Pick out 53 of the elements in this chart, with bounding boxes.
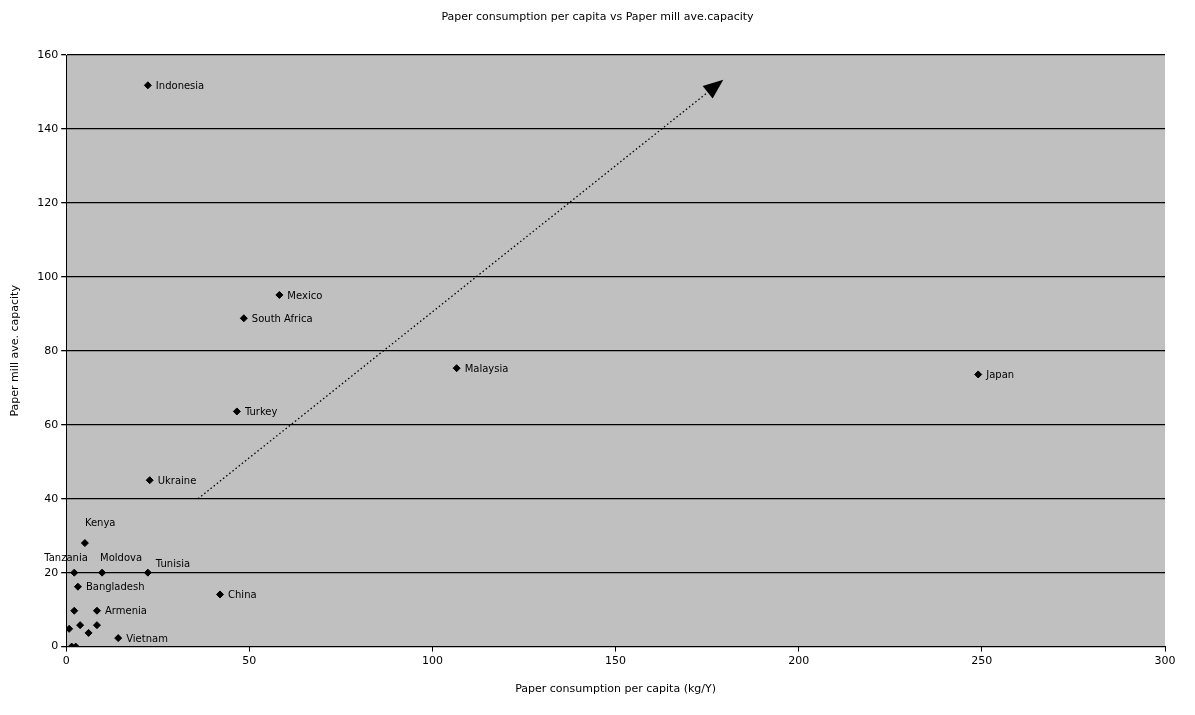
point (143, 81, 152, 90)
annotation: Armenia (104, 605, 147, 617)
annotation: Vietnam (126, 632, 168, 644)
point (114, 634, 123, 643)
point (145, 476, 154, 485)
point (73, 582, 82, 591)
point (92, 606, 101, 615)
x-tick-label: 250 (971, 654, 993, 668)
annotation: Moldova (100, 552, 143, 564)
point (98, 568, 107, 577)
point (70, 568, 79, 577)
annotation: South Africa (251, 312, 313, 324)
annotation: Bangladesh (85, 581, 145, 593)
y-tick-label: 140 (37, 121, 59, 135)
point (92, 621, 101, 630)
point (239, 314, 248, 323)
x-axis-title: Paper consumption per capita (kg/Y) (515, 682, 717, 696)
x-tick-label: 0 (62, 654, 70, 668)
y-tick-label: 0 (51, 639, 59, 653)
annotation: Kenya (84, 516, 116, 528)
x-tick-label: 200 (788, 654, 810, 668)
y-tick-label: 20 (44, 565, 59, 579)
annotation: Malaysia (464, 362, 509, 374)
point (84, 628, 93, 637)
annotation: Tunisia (154, 558, 191, 570)
y-tick-label: 40 (44, 491, 59, 505)
annotation: Mexico (287, 289, 323, 301)
chart-title: Paper consumption per capita vs Paper mill ave.capacity (440, 10, 755, 23)
point (143, 568, 152, 577)
point (216, 590, 225, 599)
x-tick-label: 50 (242, 654, 257, 668)
point (66, 624, 74, 633)
x-tick-label: 100 (421, 654, 443, 668)
y-tick-label: 160 (37, 47, 59, 61)
point (232, 407, 241, 416)
point (974, 370, 983, 379)
annotation: Japan (985, 369, 1015, 381)
annotation: Turkey (243, 406, 278, 418)
annotation: China (228, 589, 257, 601)
x-tick-label: 150 (605, 654, 627, 668)
y-tick-label: 100 (37, 269, 59, 283)
point (452, 364, 461, 373)
y-tick-label: 80 (44, 343, 59, 357)
point (80, 539, 89, 548)
x-tick-label: 300 (1154, 654, 1176, 668)
point (275, 290, 284, 299)
point (76, 621, 85, 630)
y-tick-label: 60 (44, 417, 59, 431)
y-axis-title: Paper mill ave. capacity (8, 284, 22, 417)
y-tick-label: 120 (37, 195, 59, 209)
point (70, 606, 79, 615)
annotation: Ukraine (157, 474, 197, 486)
annotation: Indonesia (155, 79, 205, 91)
